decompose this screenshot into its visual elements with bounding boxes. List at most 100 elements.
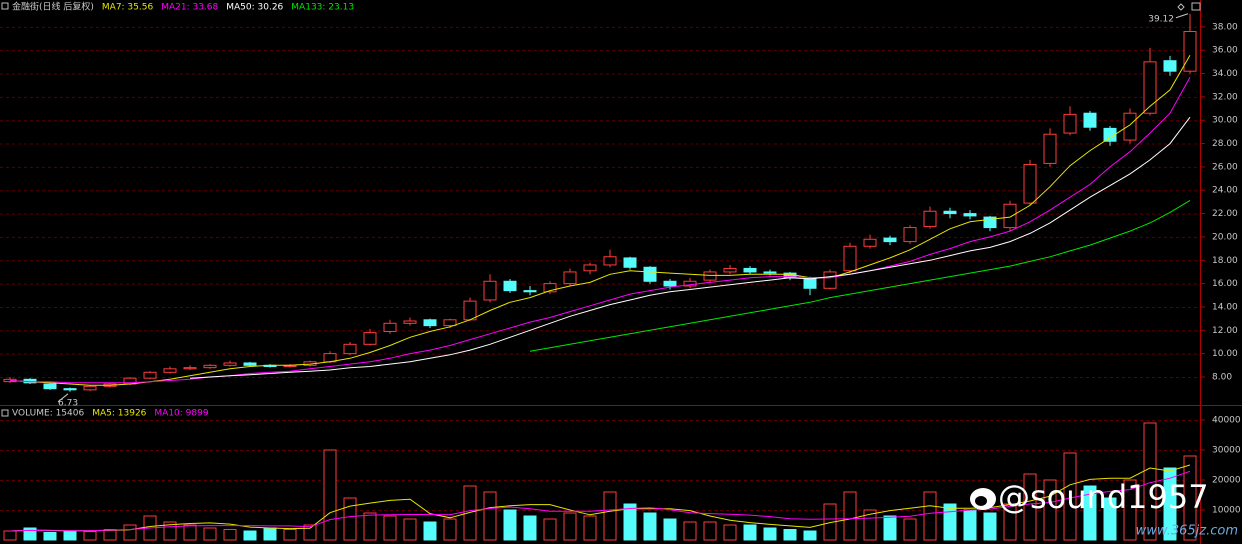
max-label: 39.12 [1148,14,1174,24]
y-tick-label: 18.00 [1212,256,1238,266]
candle-body [383,322,397,332]
volume-bar [63,530,77,541]
candle-body [623,257,637,268]
y-tick-label: 38.00 [1212,22,1238,32]
volume-bar [1183,455,1197,541]
volume-bar [523,515,537,541]
candle-body [403,320,417,324]
volume-average [9,464,1191,532]
volume-bar [943,503,957,541]
volume-bar [1003,503,1017,541]
candle-body [1183,31,1197,72]
volume-bar [923,491,937,541]
candle-body [543,283,557,293]
watermark: @sound1957 www.365jz.com [970,478,1238,539]
candle-body [883,237,897,243]
y-tick-label: 8.00 [1212,372,1232,382]
volume-bar [643,512,657,541]
volume-bar [123,524,137,541]
candle-body [223,362,237,366]
candle-body [823,271,837,289]
volume-bar [443,518,457,541]
y-tick-label: 34.00 [1212,69,1238,79]
candle-body [723,267,737,273]
candle-body [1083,112,1097,128]
volume-bar [423,521,437,541]
candle-body [923,210,937,227]
chart-title: 金融街(日线 后复权) [12,1,94,13]
y-tick-label: 30000 [1212,446,1241,456]
y-tick-label: 14.00 [1212,302,1238,312]
volume-bar [3,530,17,541]
legend-entry: MA133: 23.13 [291,3,354,13]
candle-body [443,319,457,327]
volume-bar [843,491,857,541]
volume-average [9,470,1191,532]
legend-entry: MA50: 30.26 [226,3,283,13]
volume-bar [343,497,357,541]
legend-entry: MA10: 9899 [154,409,208,419]
y-tick-label: 16.00 [1212,279,1238,289]
diamond-icon[interactable] [1177,3,1185,11]
y-tick-label: 22.00 [1212,209,1238,219]
volume-bar [1163,467,1177,541]
candle-body [1043,133,1057,164]
volume-bar [703,521,717,541]
candle-body [943,210,957,215]
legend-entry: MA21: 33.68 [161,3,218,13]
volume-bar [463,485,477,541]
moving-average [189,116,1191,379]
y-tick-label: 10.00 [1212,349,1238,359]
volume-bar [263,527,277,541]
menu-icon[interactable] [1,409,9,417]
volume-bar [23,527,37,541]
y-tick-label: 20000 [1212,476,1241,486]
candle-body [483,280,497,301]
volume-bar [483,491,497,541]
candle-body [1103,127,1117,142]
moving-average [529,199,1191,352]
min-pointer [57,393,69,403]
max-pointer [1175,13,1189,19]
volume-bar [623,503,637,541]
y-tick-label: 26.00 [1212,162,1238,172]
volume-bar [1083,485,1097,541]
candle-body [863,238,877,247]
volume-bar [583,515,597,541]
menu-icon[interactable] [1,2,9,10]
candle-body [503,280,517,292]
y-tick-label: 24.00 [1212,186,1238,196]
candle-body [83,385,97,391]
candle-body [1143,61,1157,114]
candle-body [463,300,477,321]
candle-body [603,256,617,266]
candle-body [143,371,157,379]
volume-bar [603,491,617,541]
legend-entry: VOLUME: 15406 [12,409,84,419]
weibo-logo-eye [975,496,987,506]
candle-body [843,245,857,272]
legend-entry: MA5: 13926 [92,409,146,419]
candle-body [1063,113,1077,134]
candle-body [743,267,757,273]
volume-bar [563,512,577,541]
candle-body [523,290,537,293]
legend-entry: MA7: 35.56 [102,3,154,13]
volume-bar [503,509,517,541]
candle-body [43,383,57,390]
candle-body [703,271,717,281]
volume-bar [203,527,217,541]
candle-body [663,280,677,287]
candle-body [583,264,597,272]
volume-bar [803,530,817,541]
volume-bar [223,529,237,541]
candle-body [1023,164,1037,204]
volume-bar [383,515,397,541]
panel-icon[interactable] [1191,2,1201,11]
y-tick-label: 10000 [1212,506,1241,516]
volume-bar [883,515,897,541]
candle-body [203,364,217,369]
volume-bar [763,527,777,541]
watermark-handle: @sound1957 [998,478,1209,516]
